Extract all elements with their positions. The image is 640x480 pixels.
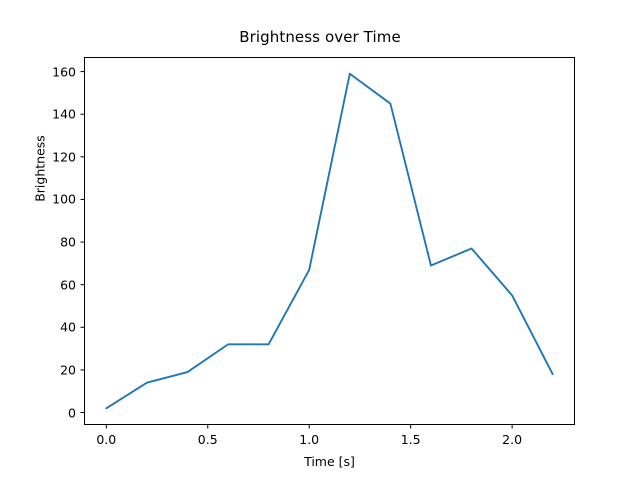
- x-tick-label: 0.5: [197, 432, 218, 447]
- axes-frame: [84, 57, 575, 425]
- y-tick-label: 140: [52, 106, 76, 122]
- y-tick-label: 120: [52, 149, 76, 165]
- x-axis-label: Time [s]: [304, 454, 355, 469]
- x-tick-label: 1.5: [400, 432, 421, 447]
- y-axis-label: Brightness: [32, 135, 48, 202]
- y-tick-label: 80: [60, 234, 76, 250]
- y-tick-label: 20: [60, 362, 76, 378]
- y-tick-label: 40: [60, 319, 76, 335]
- chart-title: Brightness over Time: [239, 28, 401, 46]
- y-tick-label: 100: [52, 191, 76, 207]
- y-tick-label: 160: [52, 64, 76, 80]
- y-tick-label: 60: [60, 277, 76, 293]
- y-tick-label: 0: [68, 405, 76, 421]
- y-axis-tick-labels: 0 20 40 60 80 100 120 140 160: [30, 0, 76, 480]
- x-tick-label: 1.0: [299, 432, 320, 447]
- x-tick-label: 2.0: [502, 432, 523, 447]
- x-tick-label: 0.0: [96, 432, 117, 447]
